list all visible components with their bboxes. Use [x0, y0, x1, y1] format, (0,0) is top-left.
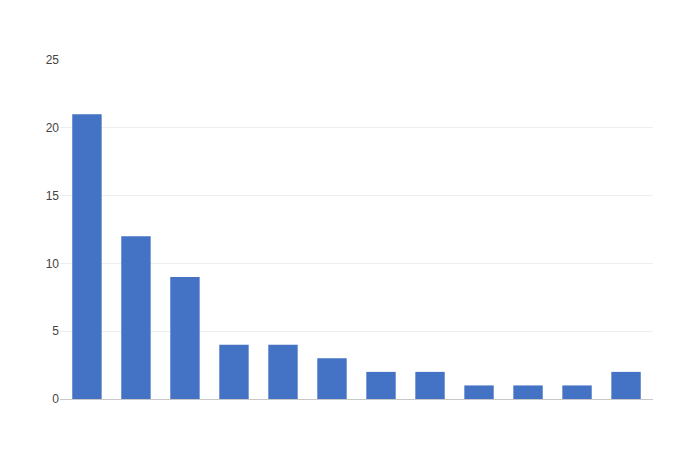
svg-text:15: 15 [46, 189, 60, 203]
svg-text:5: 5 [52, 324, 59, 338]
svg-text:20: 20 [46, 121, 60, 135]
svg-text:25: 25 [46, 53, 60, 67]
svg-text:0: 0 [52, 392, 59, 406]
svg-text:10: 10 [46, 257, 60, 271]
